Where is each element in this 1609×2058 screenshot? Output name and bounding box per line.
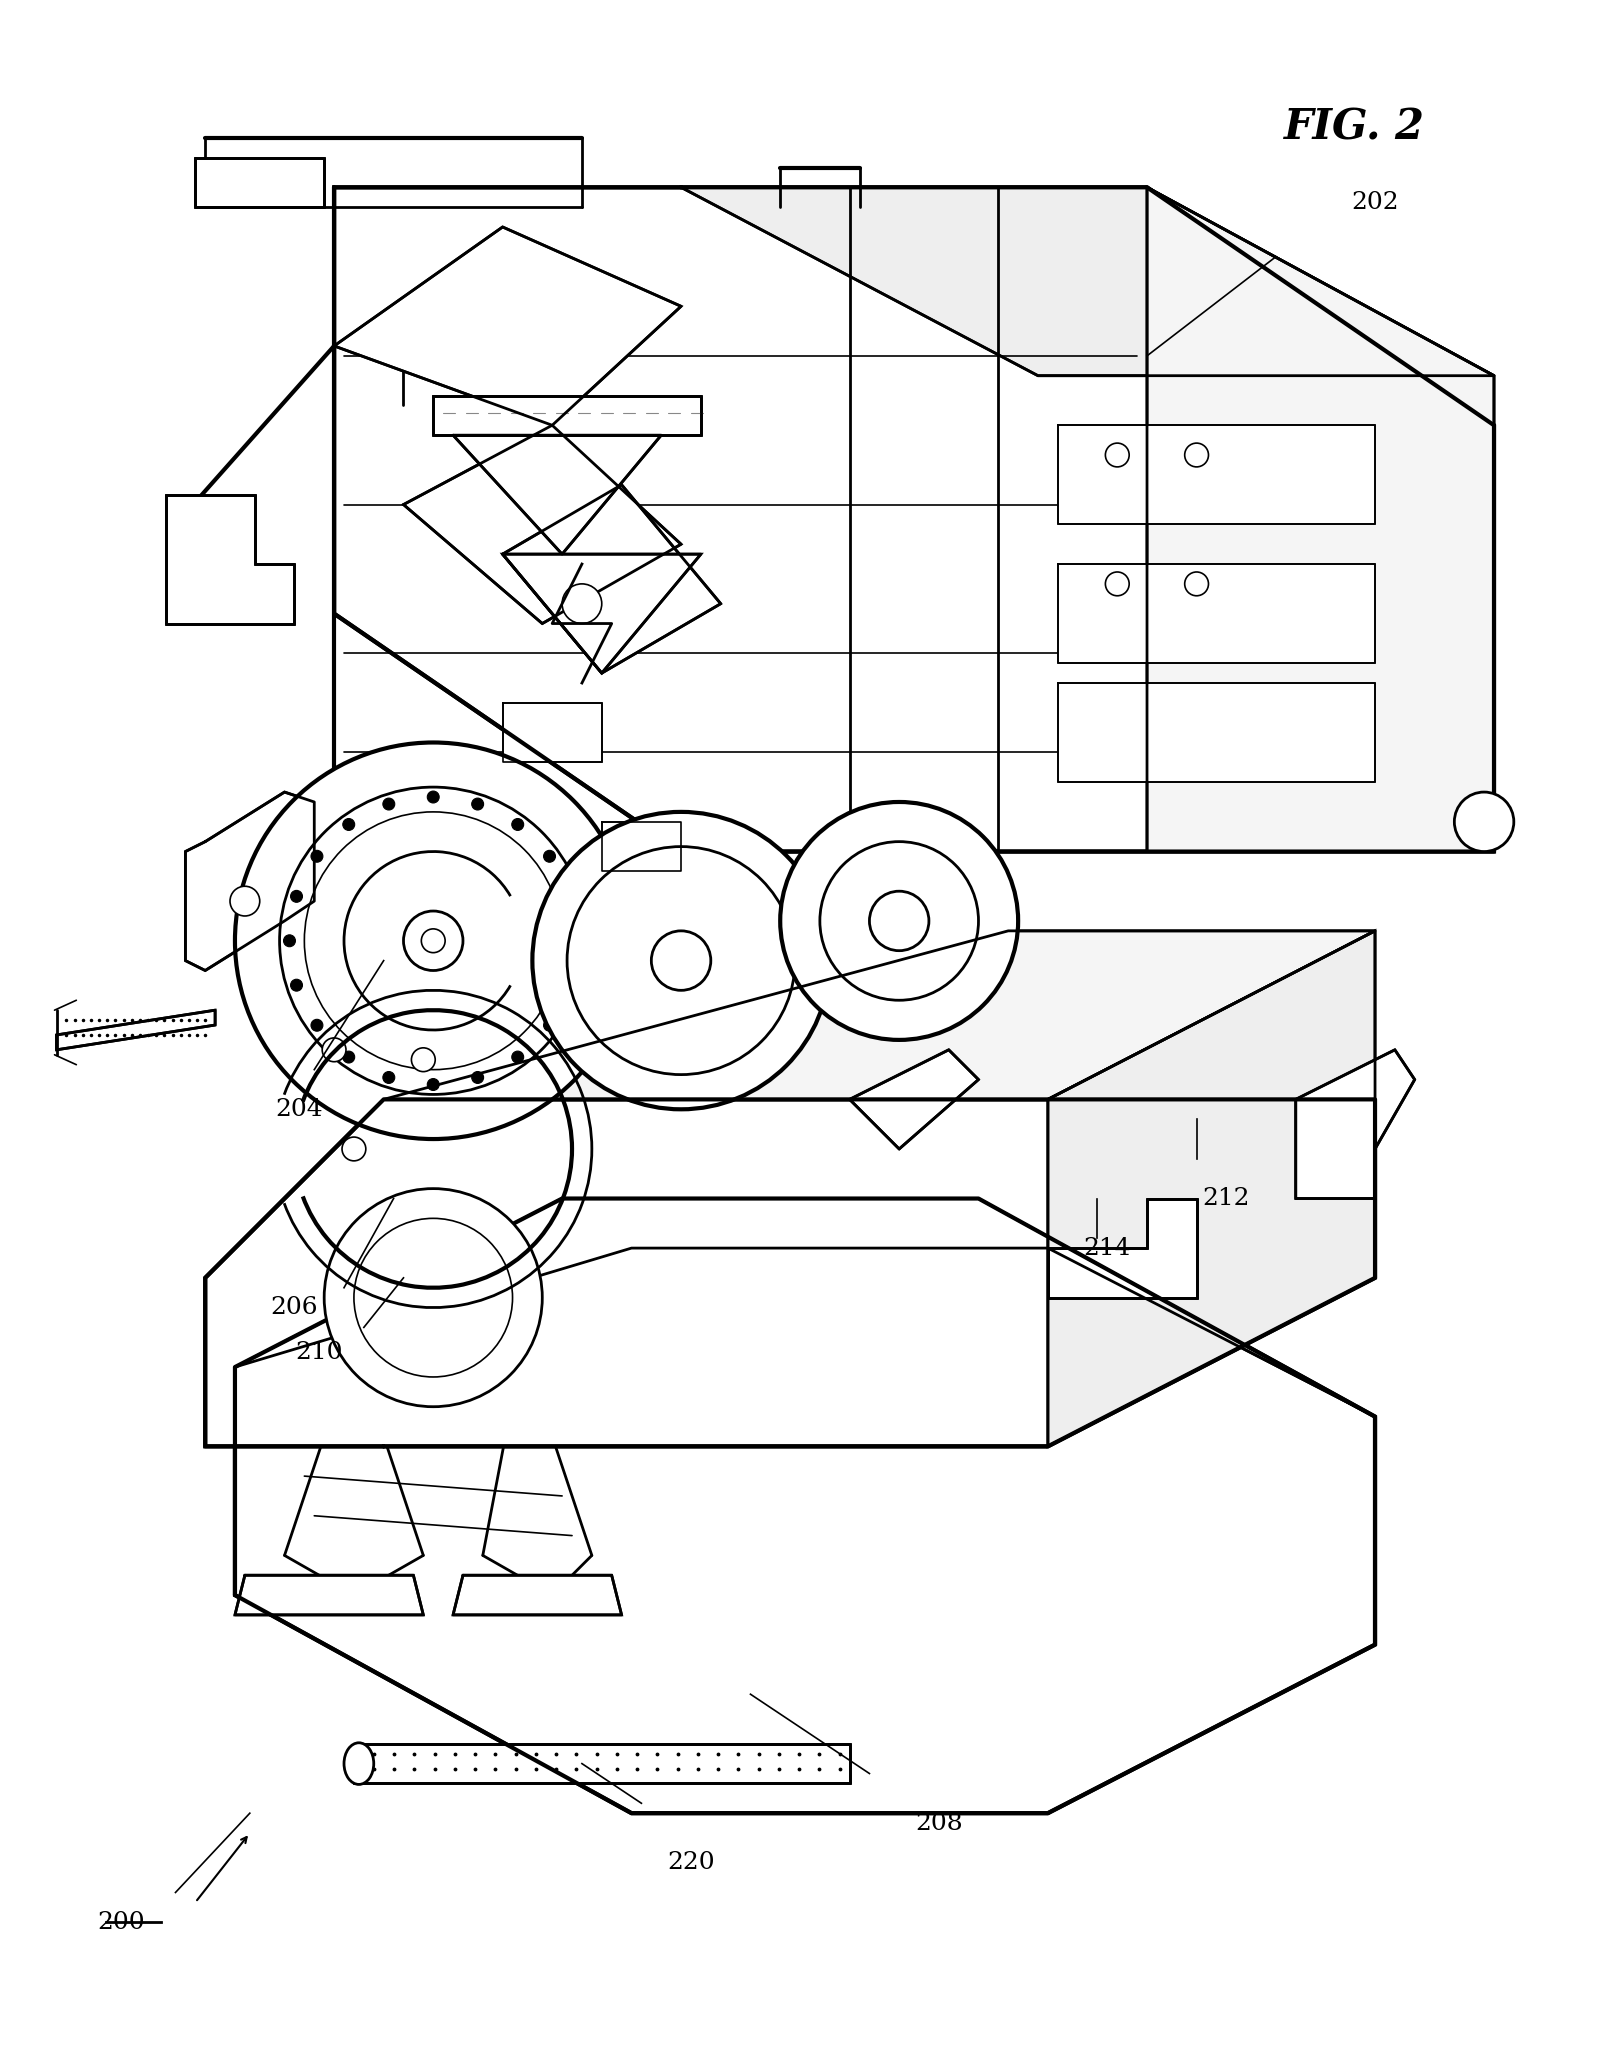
Polygon shape	[1057, 426, 1376, 525]
Text: 206: 206	[270, 1297, 319, 1319]
Text: 202: 202	[1352, 191, 1398, 214]
Text: 212: 212	[1202, 1187, 1250, 1210]
Circle shape	[1184, 442, 1208, 467]
Circle shape	[322, 1037, 346, 1062]
Circle shape	[544, 850, 555, 862]
Polygon shape	[335, 226, 681, 426]
Circle shape	[428, 1078, 439, 1091]
Circle shape	[422, 928, 446, 953]
Circle shape	[412, 1048, 434, 1072]
Polygon shape	[454, 1574, 621, 1616]
Circle shape	[235, 743, 631, 1138]
Circle shape	[1455, 792, 1514, 852]
Circle shape	[343, 1138, 365, 1161]
Circle shape	[780, 803, 1018, 1039]
Polygon shape	[502, 554, 702, 673]
Polygon shape	[404, 426, 681, 624]
Circle shape	[1105, 442, 1130, 467]
Polygon shape	[354, 1743, 850, 1784]
Circle shape	[280, 786, 587, 1095]
Circle shape	[323, 1190, 542, 1408]
Circle shape	[343, 1052, 354, 1064]
Circle shape	[404, 912, 463, 971]
Circle shape	[343, 819, 354, 831]
Circle shape	[383, 799, 394, 811]
Circle shape	[533, 813, 830, 1109]
Polygon shape	[206, 1099, 1376, 1447]
Circle shape	[304, 813, 562, 1070]
Text: 214: 214	[1083, 1237, 1131, 1259]
Circle shape	[562, 584, 602, 624]
Circle shape	[354, 1218, 513, 1377]
Polygon shape	[235, 1198, 1376, 1813]
Polygon shape	[166, 494, 294, 624]
Circle shape	[428, 790, 439, 803]
Circle shape	[1105, 572, 1130, 595]
Polygon shape	[454, 434, 661, 554]
Polygon shape	[433, 395, 702, 434]
Polygon shape	[235, 1574, 423, 1616]
Circle shape	[544, 1019, 555, 1031]
Ellipse shape	[344, 1743, 373, 1784]
Circle shape	[512, 819, 523, 831]
Circle shape	[291, 891, 302, 901]
Circle shape	[565, 980, 576, 992]
Polygon shape	[1295, 1050, 1414, 1198]
Polygon shape	[1047, 1198, 1197, 1299]
Circle shape	[471, 799, 484, 811]
Circle shape	[471, 1072, 484, 1083]
Polygon shape	[56, 1010, 216, 1050]
Polygon shape	[1057, 564, 1376, 663]
Polygon shape	[850, 1050, 978, 1148]
Polygon shape	[1047, 930, 1376, 1447]
Circle shape	[821, 842, 978, 1000]
Polygon shape	[602, 821, 681, 871]
Circle shape	[230, 887, 259, 916]
Text: 200: 200	[97, 1910, 145, 1935]
Circle shape	[869, 891, 928, 951]
Circle shape	[652, 930, 711, 990]
Polygon shape	[1147, 187, 1495, 852]
Circle shape	[565, 891, 576, 901]
Circle shape	[311, 850, 323, 862]
Circle shape	[566, 846, 795, 1074]
Circle shape	[383, 1072, 394, 1083]
Text: 208: 208	[916, 1811, 962, 1834]
Circle shape	[283, 934, 296, 947]
Circle shape	[1184, 572, 1208, 595]
Text: FIG. 2: FIG. 2	[1284, 107, 1426, 148]
Polygon shape	[235, 1198, 1376, 1416]
Polygon shape	[1057, 683, 1376, 782]
Circle shape	[571, 934, 582, 947]
Polygon shape	[502, 704, 602, 761]
Polygon shape	[185, 792, 314, 971]
Polygon shape	[383, 930, 1376, 1099]
Text: 210: 210	[296, 1340, 343, 1364]
Circle shape	[512, 1052, 523, 1064]
Polygon shape	[681, 187, 1495, 377]
Text: 220: 220	[668, 1852, 714, 1875]
Polygon shape	[502, 486, 721, 673]
Polygon shape	[195, 158, 323, 208]
Polygon shape	[335, 187, 1495, 852]
Text: 204: 204	[275, 1097, 323, 1122]
Circle shape	[291, 980, 302, 992]
Circle shape	[311, 1019, 323, 1031]
